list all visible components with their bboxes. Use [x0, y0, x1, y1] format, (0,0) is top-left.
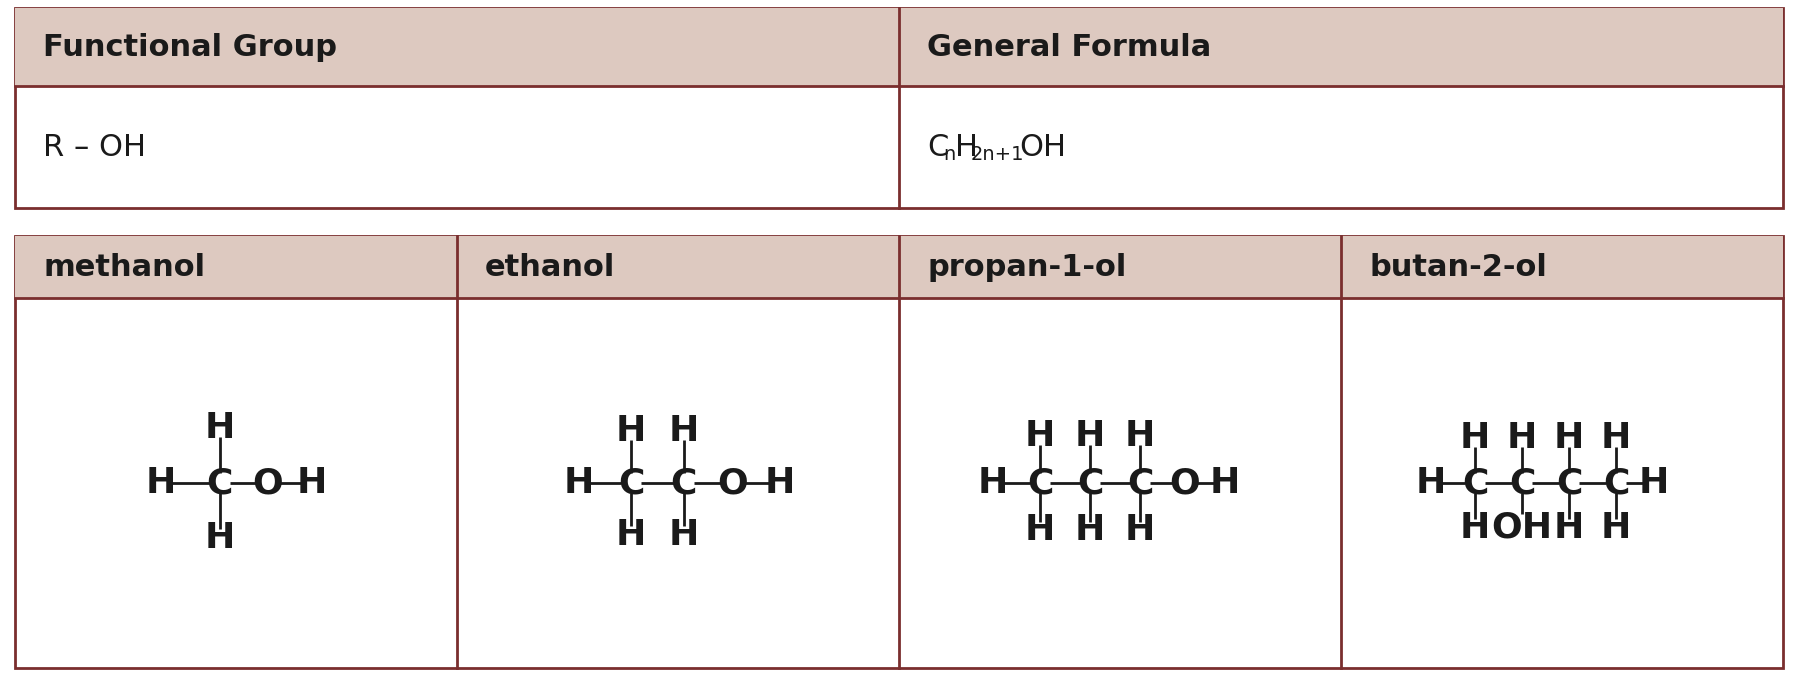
Text: H: H [955, 132, 978, 162]
Text: H: H [1460, 510, 1491, 545]
Text: C: C [928, 132, 948, 162]
Text: H: H [1600, 421, 1631, 456]
Text: H: H [1507, 421, 1537, 456]
Bar [14, 8, 1784, 86]
Text: O: O [1170, 466, 1201, 500]
Text: H: H [1075, 418, 1106, 452]
Text: H: H [978, 466, 1007, 500]
Text: H: H [297, 466, 327, 500]
Text: H: H [565, 466, 593, 500]
Text: H: H [1126, 514, 1154, 548]
Text: H: H [764, 466, 795, 500]
Text: C: C [1509, 466, 1535, 500]
Text: H: H [1075, 514, 1106, 548]
Text: C: C [1602, 466, 1629, 500]
Text: C: C [1127, 466, 1153, 500]
Text: O: O [717, 466, 748, 500]
Text: H: H [617, 518, 647, 552]
Text: OH: OH [1019, 132, 1066, 162]
Text: C: C [207, 466, 234, 500]
Text: H: H [1553, 510, 1584, 545]
Text: O: O [252, 466, 284, 500]
Text: C: C [671, 466, 696, 500]
Bar [14, 236, 1784, 298]
Text: C: C [1555, 466, 1582, 500]
Text: C: C [1077, 466, 1104, 500]
Text: H: H [669, 414, 699, 448]
Text: H: H [1460, 421, 1491, 456]
Text: R – OH: R – OH [43, 132, 146, 162]
Bar [14, 236, 1784, 668]
Text: H: H [1415, 466, 1446, 500]
Bar [14, 8, 1784, 208]
Text: H: H [1025, 514, 1055, 548]
Text: Functional Group: Functional Group [43, 32, 336, 62]
Text: propan-1-ol: propan-1-ol [928, 253, 1126, 281]
Text: OH: OH [1492, 510, 1553, 545]
Text: n: n [942, 145, 955, 164]
Text: H: H [146, 466, 176, 500]
Text: H: H [1600, 510, 1631, 545]
Text: H: H [205, 411, 236, 445]
Text: General Formula: General Formula [928, 32, 1212, 62]
Text: ethanol: ethanol [485, 253, 615, 281]
Text: 2n+1: 2n+1 [971, 145, 1025, 164]
Text: H: H [1638, 466, 1669, 500]
Text: H: H [1553, 421, 1584, 456]
Text: C: C [1462, 466, 1489, 500]
Text: methanol: methanol [43, 253, 205, 281]
Text: H: H [1126, 418, 1154, 452]
Text: H: H [1210, 466, 1241, 500]
Text: butan-2-ol: butan-2-ol [1368, 253, 1546, 281]
Text: C: C [619, 466, 644, 500]
Text: H: H [669, 518, 699, 552]
Text: H: H [617, 414, 647, 448]
Text: H: H [1025, 418, 1055, 452]
Text: H: H [205, 521, 236, 555]
Text: C: C [1027, 466, 1054, 500]
